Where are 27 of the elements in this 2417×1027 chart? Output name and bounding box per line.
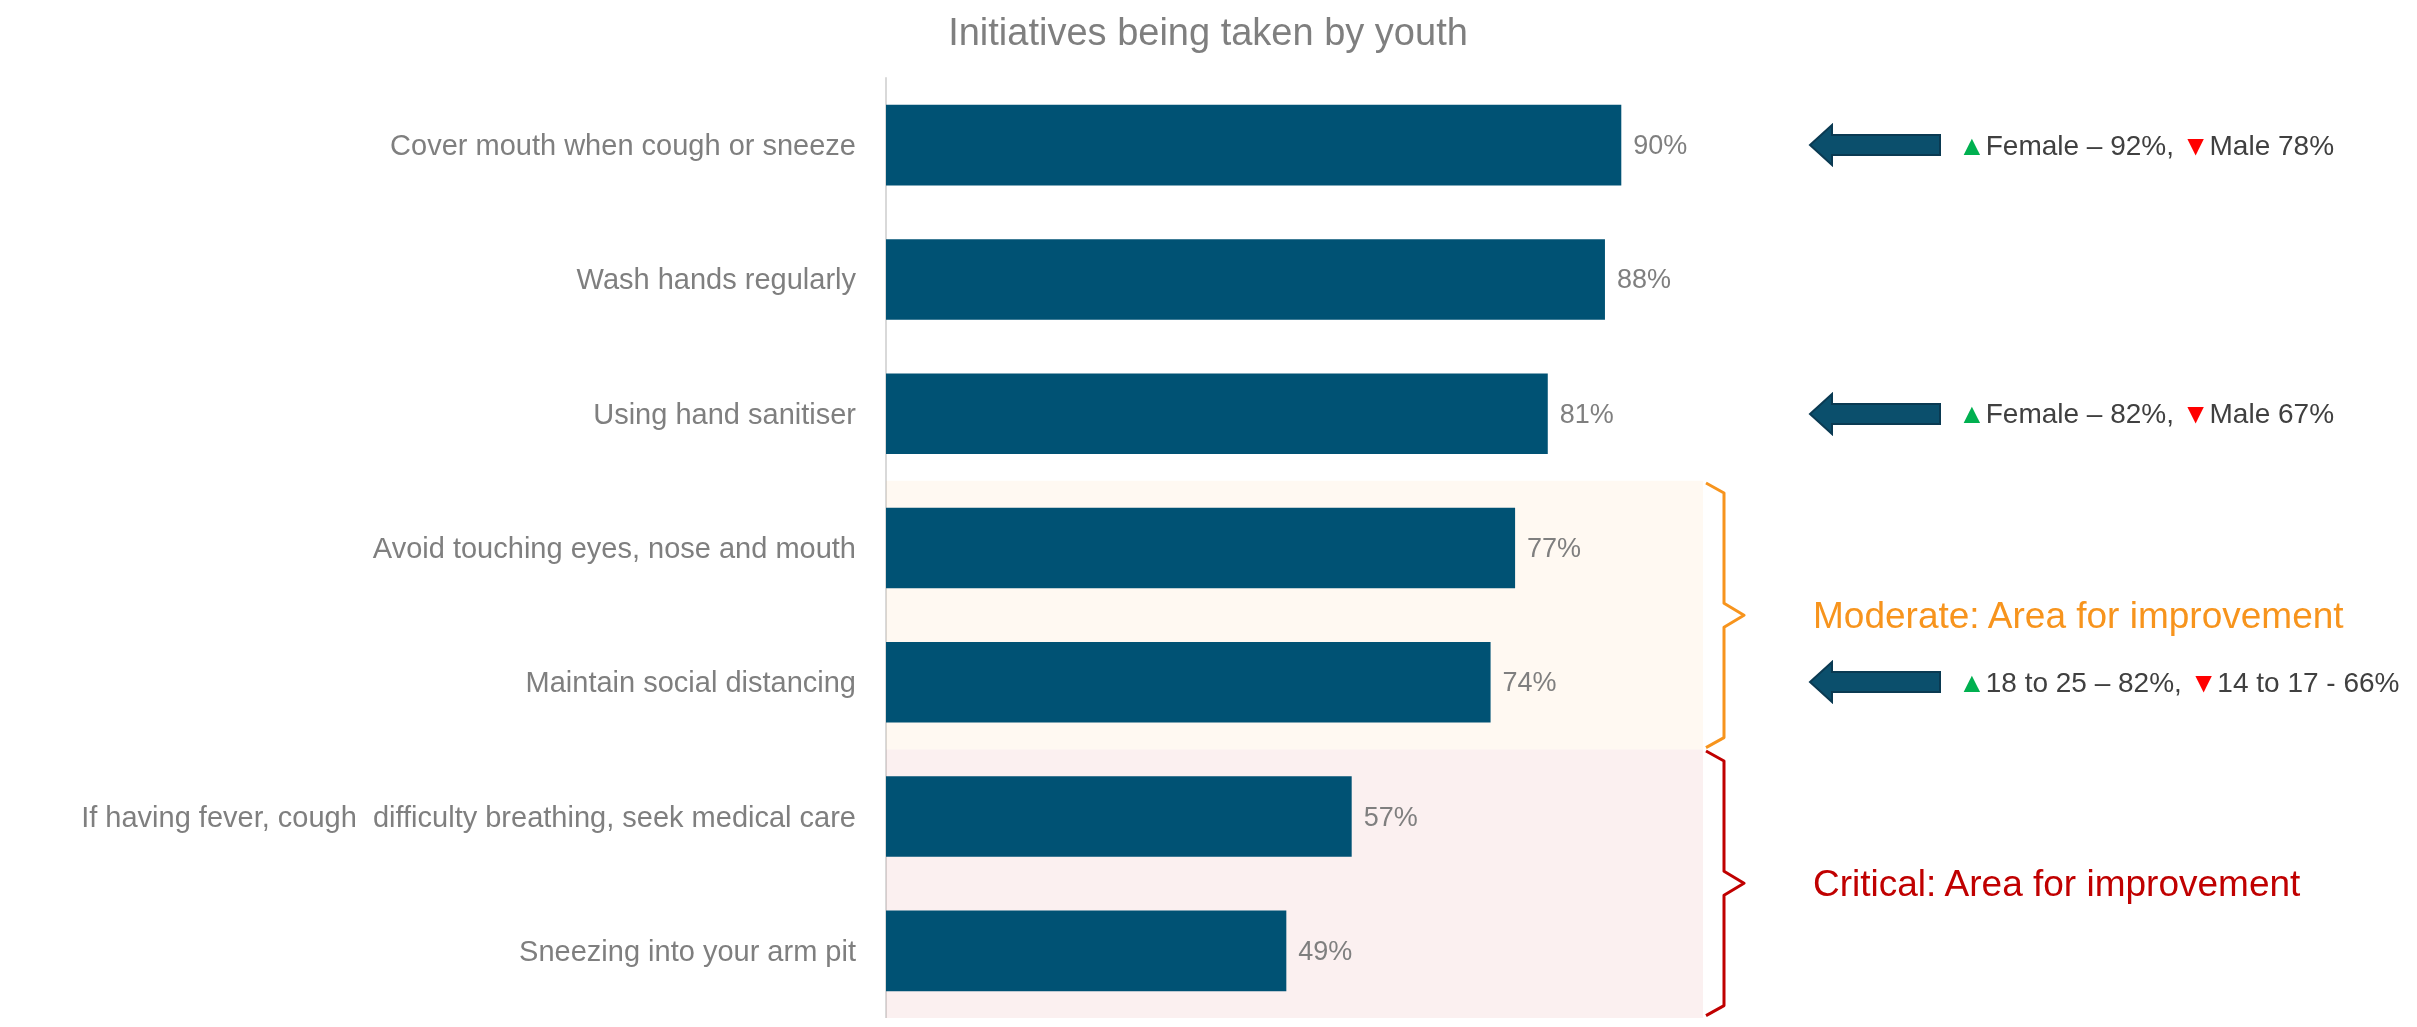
data-label: 88% bbox=[1616, 264, 1672, 295]
text: ▲Female – 82%, ▼Male 67% bbox=[1958, 398, 2335, 430]
bar bbox=[886, 507, 1516, 589]
data-label: 77% bbox=[1527, 533, 1582, 563]
data-label: 49% bbox=[1298, 935, 1353, 966]
y-tick-label: Using hand sanitiser bbox=[593, 397, 857, 430]
data-label: 81% bbox=[1559, 398, 1614, 429]
bar bbox=[886, 373, 1548, 454]
band-label: Moderate: Area for improvement bbox=[1813, 594, 2345, 636]
data-label: 57% bbox=[1363, 801, 1418, 832]
y-tick-label: Wash hands regularly bbox=[576, 263, 857, 296]
text: ▲18 to 25 – 82%, ▼14 to 17 - 66% bbox=[1958, 666, 2400, 698]
bar bbox=[886, 910, 1287, 992]
y-tick-label: Sneezing into your arm pit bbox=[519, 934, 856, 967]
data-label: 90% bbox=[1633, 130, 1688, 161]
y-tick-label: Maintain social distancing bbox=[525, 666, 856, 699]
y-tick-label: Cover mouth when cough or sneeze bbox=[390, 129, 856, 162]
data-label: 74% bbox=[1502, 667, 1557, 698]
bar bbox=[886, 104, 1622, 186]
y-tick-label: Avoid touching eyes, nose and mouth bbox=[372, 532, 856, 564]
bar bbox=[886, 239, 1605, 320]
bar bbox=[886, 776, 1352, 857]
chart-title: Initiatives being taken by youth bbox=[948, 11, 1468, 53]
bar bbox=[886, 642, 1491, 723]
text: ▲Female – 92%, ▼Male 78% bbox=[1958, 129, 2335, 161]
band-label: Critical: Area for improvement bbox=[1813, 863, 2302, 905]
y-tick-label: If having fever, cough difficulty breathing, seek medical care bbox=[81, 800, 856, 833]
